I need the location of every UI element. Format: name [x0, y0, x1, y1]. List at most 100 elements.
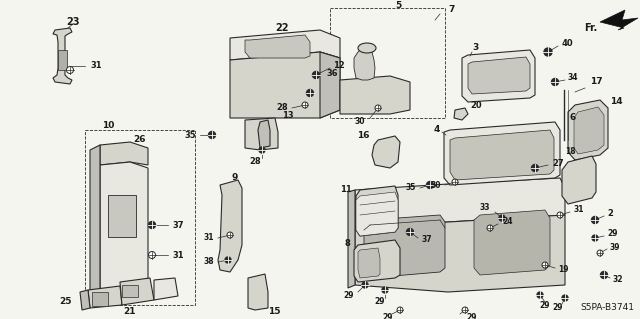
Text: 31: 31	[574, 205, 584, 214]
Bar	[92, 292, 108, 306]
Text: 5: 5	[395, 1, 401, 10]
Text: 29: 29	[540, 301, 550, 310]
Text: 10: 10	[102, 122, 114, 130]
Circle shape	[307, 90, 314, 97]
Polygon shape	[154, 278, 178, 300]
Polygon shape	[354, 48, 375, 80]
Circle shape	[302, 102, 308, 108]
Text: 37: 37	[422, 235, 433, 244]
Text: 29: 29	[383, 313, 393, 319]
Text: 18: 18	[564, 147, 575, 157]
Text: 31: 31	[172, 250, 184, 259]
Circle shape	[67, 66, 74, 73]
Circle shape	[148, 221, 156, 228]
Polygon shape	[100, 142, 148, 165]
Text: 25: 25	[60, 298, 72, 307]
Circle shape	[591, 217, 598, 224]
Text: 8: 8	[344, 239, 350, 248]
Text: 29: 29	[375, 298, 385, 307]
Text: 29: 29	[467, 313, 477, 319]
Text: 29: 29	[607, 229, 618, 239]
Polygon shape	[356, 186, 398, 236]
Text: 21: 21	[124, 308, 136, 316]
Circle shape	[552, 78, 559, 85]
Text: 11: 11	[340, 186, 352, 195]
Text: 16: 16	[358, 130, 370, 139]
Text: 3: 3	[472, 43, 478, 53]
Text: 31: 31	[90, 62, 102, 70]
Polygon shape	[444, 122, 560, 185]
Bar	[122, 285, 138, 297]
Text: 38: 38	[204, 257, 214, 266]
Text: 9: 9	[232, 174, 238, 182]
Polygon shape	[320, 52, 340, 118]
Text: 40: 40	[562, 40, 573, 48]
Text: 17: 17	[590, 78, 603, 86]
Circle shape	[397, 307, 403, 313]
Polygon shape	[230, 52, 340, 118]
Text: 29: 29	[344, 291, 354, 300]
Text: 26: 26	[134, 136, 147, 145]
Text: 4: 4	[434, 125, 440, 135]
Polygon shape	[364, 215, 445, 278]
Text: 6: 6	[570, 114, 576, 122]
Text: 28: 28	[276, 103, 288, 113]
Circle shape	[426, 182, 433, 189]
Circle shape	[537, 292, 543, 298]
Text: 36: 36	[326, 69, 338, 78]
Polygon shape	[574, 107, 604, 154]
Circle shape	[375, 105, 381, 111]
Circle shape	[406, 228, 413, 235]
Polygon shape	[600, 10, 638, 30]
Polygon shape	[80, 290, 90, 310]
Circle shape	[542, 262, 548, 268]
Polygon shape	[230, 30, 340, 60]
Circle shape	[592, 235, 598, 241]
Text: 24: 24	[502, 218, 513, 226]
Text: 39: 39	[610, 242, 621, 251]
Circle shape	[452, 179, 458, 185]
Text: 12: 12	[333, 61, 345, 70]
Circle shape	[597, 250, 603, 256]
Text: 31: 31	[204, 234, 214, 242]
Circle shape	[362, 282, 368, 288]
Polygon shape	[53, 28, 72, 84]
Circle shape	[562, 295, 568, 301]
Circle shape	[209, 131, 216, 138]
Text: 27: 27	[552, 159, 564, 167]
Circle shape	[312, 71, 319, 78]
Polygon shape	[90, 145, 100, 295]
Bar	[108, 195, 136, 237]
Text: 19: 19	[558, 265, 568, 275]
Polygon shape	[248, 274, 268, 310]
Polygon shape	[100, 162, 148, 290]
Circle shape	[531, 165, 538, 172]
Circle shape	[225, 257, 231, 263]
Circle shape	[499, 215, 505, 221]
Bar	[58, 50, 67, 70]
Text: 15: 15	[268, 308, 280, 316]
Ellipse shape	[358, 43, 376, 53]
Polygon shape	[562, 156, 596, 204]
Polygon shape	[468, 57, 530, 94]
Circle shape	[259, 147, 265, 153]
Text: 35: 35	[406, 183, 416, 192]
Bar	[85, 130, 195, 305]
Polygon shape	[450, 130, 554, 180]
Text: 30: 30	[431, 181, 441, 189]
Text: 22: 22	[275, 23, 289, 33]
Circle shape	[382, 287, 388, 293]
Text: S5PA-B3741: S5PA-B3741	[580, 303, 634, 313]
Text: 28: 28	[249, 158, 261, 167]
Circle shape	[557, 212, 563, 218]
Circle shape	[148, 251, 156, 258]
Polygon shape	[358, 248, 380, 278]
Circle shape	[487, 225, 493, 231]
Text: 34: 34	[568, 73, 579, 83]
Polygon shape	[88, 286, 122, 308]
Text: 7: 7	[448, 5, 454, 14]
Polygon shape	[120, 278, 154, 305]
Polygon shape	[454, 108, 468, 120]
Polygon shape	[474, 210, 550, 275]
Circle shape	[600, 271, 607, 278]
